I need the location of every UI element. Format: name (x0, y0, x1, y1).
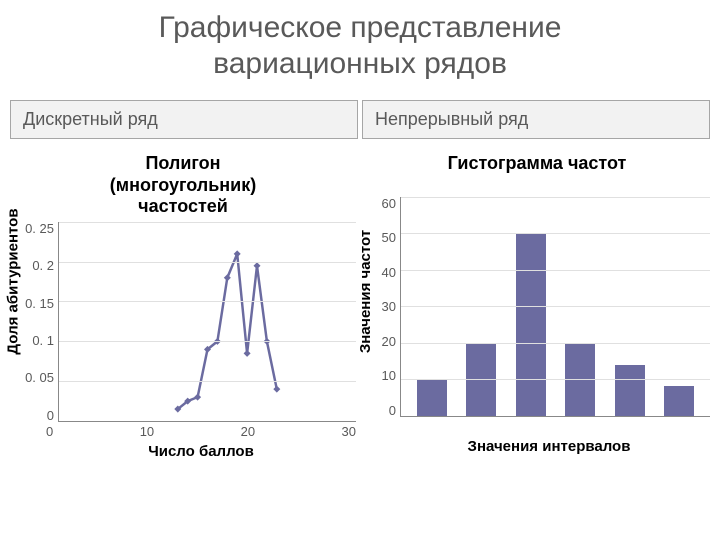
ytick-label: 20 (382, 335, 396, 348)
title-line-2: вариационных рядов (213, 47, 507, 80)
ytick-label: 0. 05 (25, 371, 54, 384)
gridline (401, 343, 710, 344)
bar (664, 386, 694, 415)
polygon-yticks: 0. 25 0. 2 0. 15 0. 1 0. 05 0 (22, 222, 58, 422)
ytick-label: 30 (382, 300, 396, 313)
ytick-label: 0 (389, 404, 396, 417)
ytick-label: 0. 25 (25, 222, 54, 235)
histogram-title: Гистограмма частот (364, 153, 710, 175)
polygon-xlabel: Число баллов (46, 443, 356, 460)
bar (516, 233, 546, 416)
ytick-label: 0. 2 (32, 259, 54, 272)
ytick-label: 0 (47, 409, 54, 422)
ytick-label: 60 (382, 197, 396, 210)
histogram-xlabel: Значения интервалов (388, 438, 710, 455)
charts-row: Полигон (многоугольник) частостей Доля а… (0, 153, 720, 460)
ytick-label: 40 (382, 266, 396, 279)
left-header-box: Дискретный ряд (10, 100, 358, 139)
ytick-label: 50 (382, 231, 396, 244)
gridline (59, 341, 356, 342)
histogram-plot-area (400, 197, 710, 417)
polygon-chart: Полигон (многоугольник) частостей Доля а… (10, 153, 356, 460)
xtick-label: 0 (46, 424, 53, 439)
gridline (59, 262, 356, 263)
histogram-chart: Гистограмма частот Значения частот 60504… (364, 153, 710, 460)
slide-title: Графическое представление вариационных р… (0, 10, 720, 82)
bar (417, 379, 447, 415)
gridline (401, 197, 710, 198)
xtick-label: 30 (342, 424, 356, 439)
xtick-label: 20 (241, 424, 255, 439)
bar (615, 365, 645, 416)
ytick-label: 0. 15 (25, 297, 54, 310)
gridline (59, 222, 356, 223)
polygon-svg (59, 222, 356, 421)
gridline (401, 233, 710, 234)
gridline (401, 270, 710, 271)
gridline (59, 301, 356, 302)
right-header-box: Непрерывный ряд (362, 100, 710, 139)
histogram-ylabel: Значения частот (357, 230, 374, 353)
title-line-1: Графическое представление (159, 11, 562, 44)
histogram-yticks: 60 50 40 30 20 10 0 (376, 197, 400, 417)
header-row: Дискретный ряд Непрерывный ряд (0, 100, 720, 139)
polygon-xticks: 0 10 20 30 (46, 424, 356, 439)
polygon-ylabel: Доля абитуриентов (5, 208, 22, 354)
polygon-plot-area (58, 222, 356, 422)
gridline (401, 306, 710, 307)
xtick-label: 10 (140, 424, 154, 439)
polygon-title: Полигон (многоугольник) частостей (10, 153, 356, 218)
ytick-label: 0. 1 (32, 334, 54, 347)
gridline (59, 381, 356, 382)
gridline (401, 379, 710, 380)
ytick-label: 10 (382, 369, 396, 382)
